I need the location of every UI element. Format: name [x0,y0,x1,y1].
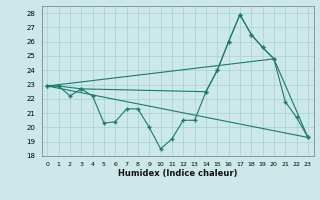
X-axis label: Humidex (Indice chaleur): Humidex (Indice chaleur) [118,169,237,178]
